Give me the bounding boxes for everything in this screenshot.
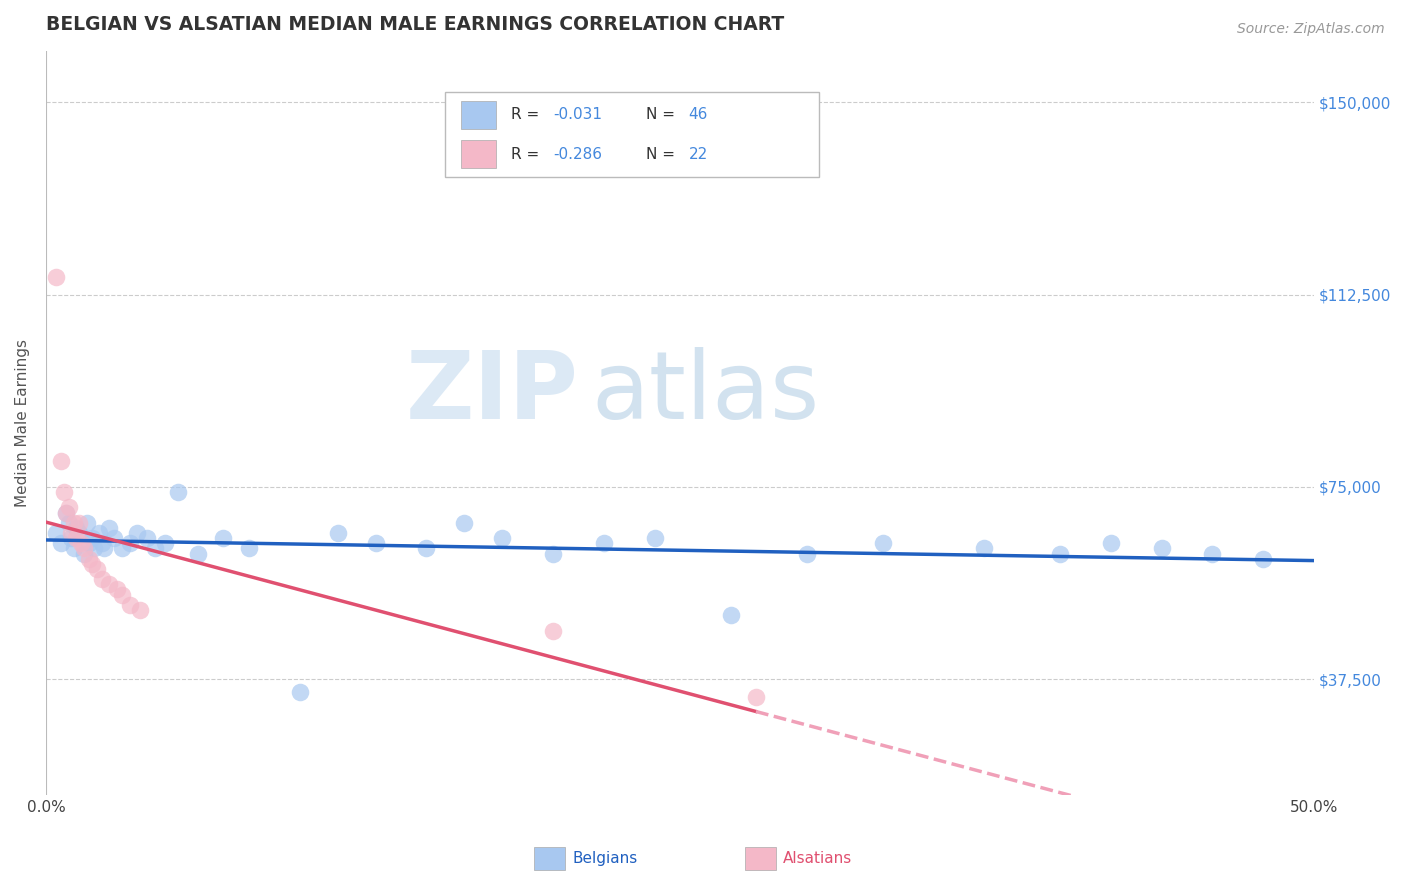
Point [93, 541, 115, 556]
Text: -0.031: -0.031 [553, 107, 602, 122]
Point [73, 547, 96, 561]
Point [52, 485, 75, 500]
Point [80, 557, 103, 571]
Point [288, 685, 311, 699]
Point [55, 506, 77, 520]
Point [90, 572, 112, 586]
Text: 46: 46 [689, 107, 709, 122]
Point [541, 624, 564, 638]
Point [83, 541, 105, 556]
Text: Alsatians: Alsatians [783, 851, 852, 866]
Point [153, 536, 176, 550]
Point [166, 485, 188, 500]
Text: -0.286: -0.286 [553, 146, 602, 161]
Point [60, 531, 83, 545]
Point [491, 531, 513, 545]
Point [118, 598, 141, 612]
Text: N =: N = [645, 107, 679, 122]
Point [65, 531, 87, 545]
Point [720, 608, 742, 623]
Point [1201, 547, 1223, 561]
Point [77, 536, 100, 550]
Point [541, 547, 564, 561]
Point [98, 577, 121, 591]
Point [63, 541, 86, 556]
Point [143, 541, 166, 556]
Point [453, 516, 475, 530]
Point [90, 536, 112, 550]
Point [70, 536, 93, 550]
Point [58, 516, 80, 530]
FancyBboxPatch shape [446, 92, 820, 178]
FancyBboxPatch shape [461, 101, 496, 129]
Point [51, 536, 73, 550]
Point [98, 521, 121, 535]
Point [1099, 536, 1122, 550]
Point [45, 269, 67, 284]
Text: ZIP: ZIP [405, 347, 578, 439]
Point [187, 547, 209, 561]
Point [67, 526, 90, 541]
Point [60, 526, 83, 541]
Point [973, 541, 995, 556]
Text: Source: ZipAtlas.com: Source: ZipAtlas.com [1237, 22, 1385, 37]
Point [118, 536, 141, 550]
Point [796, 547, 818, 561]
Point [127, 526, 149, 541]
Point [364, 536, 387, 550]
Point [111, 541, 134, 556]
Point [136, 531, 159, 545]
Point [76, 516, 98, 530]
Point [1150, 541, 1173, 556]
Point [58, 500, 80, 515]
Point [326, 526, 349, 541]
Point [415, 541, 437, 556]
Point [80, 531, 103, 545]
Point [238, 541, 260, 556]
FancyBboxPatch shape [461, 140, 496, 169]
Text: R =: R = [512, 146, 544, 161]
Point [745, 690, 768, 705]
Point [111, 588, 134, 602]
Text: R =: R = [512, 107, 544, 122]
Point [1049, 547, 1071, 561]
Point [45, 526, 67, 541]
Point [65, 521, 87, 535]
Point [55, 506, 77, 520]
Point [86, 562, 108, 576]
Point [77, 551, 100, 566]
Point [1251, 551, 1274, 566]
Point [644, 531, 666, 545]
Point [51, 454, 73, 468]
Point [89, 526, 111, 541]
Point [128, 603, 150, 617]
Text: BELGIAN VS ALSATIAN MEDIAN MALE EARNINGS CORRELATION CHART: BELGIAN VS ALSATIAN MEDIAN MALE EARNINGS… [46, 15, 785, 34]
Point [212, 531, 235, 545]
Text: 22: 22 [689, 146, 709, 161]
Point [872, 536, 894, 550]
Text: atlas: atlas [591, 347, 820, 439]
Point [105, 582, 128, 597]
Text: Belgians: Belgians [572, 851, 637, 866]
Point [73, 541, 96, 556]
Point [103, 531, 125, 545]
Point [592, 536, 614, 550]
Text: N =: N = [645, 146, 679, 161]
Point [67, 516, 90, 530]
Point [63, 516, 86, 530]
Y-axis label: Median Male Earnings: Median Male Earnings [15, 339, 30, 507]
